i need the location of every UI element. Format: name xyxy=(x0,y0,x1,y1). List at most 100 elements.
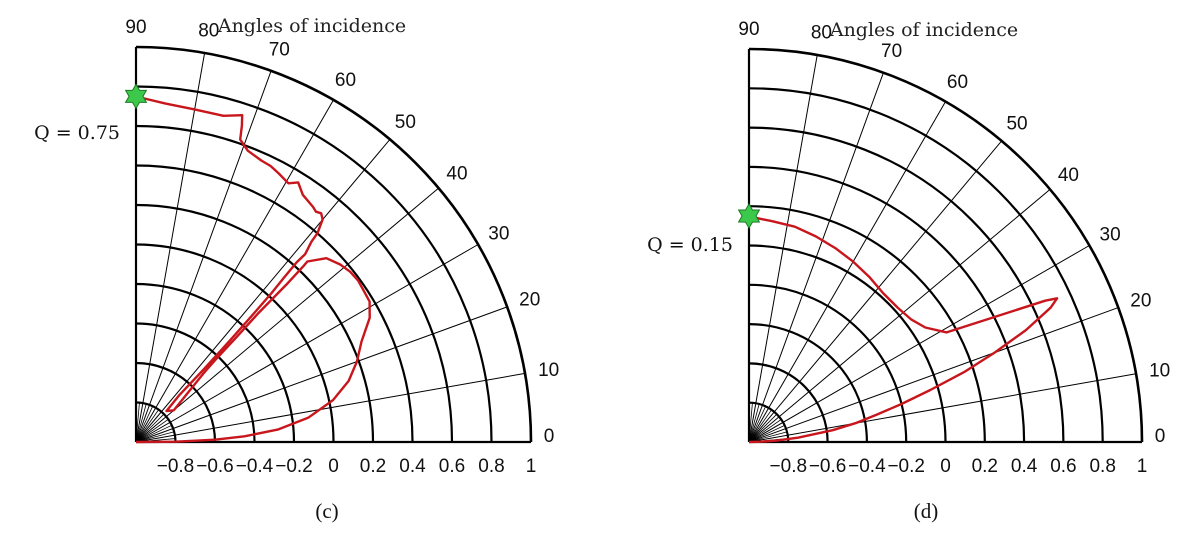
panel-label: (c) xyxy=(315,499,338,523)
radial-tick-label: −0.2 xyxy=(887,456,925,477)
angle-spoke xyxy=(748,140,1002,443)
angle-tick-label: 30 xyxy=(488,224,509,245)
radial-tick-label: 1 xyxy=(526,456,537,477)
grid-ring xyxy=(135,164,414,443)
angle-spoke xyxy=(135,306,508,443)
angle-tick-label: 80 xyxy=(198,20,219,41)
radial-tick-label: 0 xyxy=(940,456,951,477)
angle-spoke xyxy=(135,70,272,443)
angle-tick-label: 50 xyxy=(395,112,416,133)
series-line xyxy=(135,95,371,444)
radial-tick-label: 0.2 xyxy=(972,456,998,477)
angle-spoke-minor xyxy=(135,424,172,443)
angle-tick-label: 30 xyxy=(1100,225,1121,246)
angle-spoke-minor xyxy=(135,409,159,443)
angle-spoke-minor xyxy=(135,406,154,443)
angle-spoke-minor xyxy=(748,419,782,443)
grid-ring xyxy=(135,243,335,443)
angle-tick-label: 60 xyxy=(947,72,968,93)
angle-spoke xyxy=(748,373,1137,443)
grid-ring xyxy=(135,322,256,443)
angle-spoke xyxy=(748,72,884,443)
angle-spoke-minor xyxy=(748,402,753,443)
angle-tick-label: 90 xyxy=(738,19,759,40)
angle-spoke-minor xyxy=(748,425,785,443)
angle-tick-label: 20 xyxy=(519,290,540,311)
q-marker-star xyxy=(124,83,148,110)
angle-tick-label: 70 xyxy=(269,39,290,60)
q-label: Q = 0.75 xyxy=(34,122,120,144)
angle-tick-label: 70 xyxy=(881,41,902,62)
angle-spoke-minor xyxy=(748,409,772,443)
radial-tick-label: 0.6 xyxy=(439,456,465,477)
angle-spoke-minor xyxy=(748,406,766,443)
angle-tick-label: 40 xyxy=(1058,165,1079,186)
grid-ring xyxy=(748,283,908,443)
radial-tick-label: 0.4 xyxy=(1011,456,1038,477)
angle-spoke xyxy=(135,99,334,443)
angle-spoke-minor xyxy=(748,403,760,443)
angle-tick-label: 40 xyxy=(446,164,467,185)
grid-ring xyxy=(135,124,454,443)
grid-ring xyxy=(135,45,533,443)
angle-spoke xyxy=(135,139,391,443)
angle-tick-label: 0 xyxy=(1155,426,1166,447)
angle-spoke-minor xyxy=(135,419,169,443)
radial-tick-label: −0.4 xyxy=(848,456,886,477)
angle-tick-label: 20 xyxy=(1130,290,1151,311)
angle-spoke-minor xyxy=(135,403,147,443)
angle-tick-label: 0 xyxy=(544,426,555,447)
angle-spoke-minor xyxy=(135,413,165,443)
grid-ring xyxy=(748,126,1065,443)
radial-tick-label: −0.8 xyxy=(770,456,808,477)
angle-spoke xyxy=(748,101,946,443)
polar-chart-c: Angles of incidence0102030405060708090−0… xyxy=(34,15,559,523)
angle-spoke xyxy=(748,189,1051,443)
angle-spoke-minor xyxy=(135,402,140,443)
angle-spoke-minor xyxy=(748,431,788,443)
polar-chart-d: Angles of incidence0102030405060708090−0… xyxy=(647,19,1170,523)
radial-tick-label: 0 xyxy=(328,456,339,477)
radial-tick-label: −0.8 xyxy=(157,456,195,477)
grid-ring xyxy=(748,87,1104,443)
radial-tick-label: −0.4 xyxy=(236,456,274,477)
angle-spoke xyxy=(748,245,1090,443)
angle-spoke-minor xyxy=(748,413,778,443)
chart-title: Angles of incidence xyxy=(217,15,406,37)
angle-spoke xyxy=(135,52,206,443)
radial-tick-label: 0.6 xyxy=(1050,456,1076,477)
angle-spoke xyxy=(135,244,479,443)
panel-label: (d) xyxy=(914,499,939,523)
angle-spoke-minor xyxy=(135,431,175,443)
angle-tick-label: 80 xyxy=(811,22,832,43)
q-label: Q = 0.15 xyxy=(647,234,733,256)
grid-ring xyxy=(135,203,375,443)
angle-spoke xyxy=(135,372,526,443)
grid-ring xyxy=(748,323,868,443)
radial-tick-label: 0.2 xyxy=(360,456,386,477)
angle-tick-label: 60 xyxy=(335,70,356,91)
grid-ring xyxy=(135,85,493,443)
grid-ring xyxy=(748,165,1026,443)
radial-tick-label: −0.2 xyxy=(275,456,313,477)
radial-tick-label: 0.8 xyxy=(1089,456,1115,477)
grid-ring xyxy=(748,205,986,443)
angle-spoke xyxy=(748,54,818,443)
radial-tick-label: −0.6 xyxy=(809,456,847,477)
angle-tick-label: 90 xyxy=(125,17,146,38)
series-line xyxy=(748,214,1059,444)
radial-tick-label: 1 xyxy=(1137,456,1148,477)
angle-spoke xyxy=(748,307,1119,443)
grid-ring xyxy=(748,244,947,443)
q-marker-star xyxy=(737,203,761,229)
angle-spoke xyxy=(135,187,439,443)
chart-title: Angles of incidence xyxy=(829,19,1018,41)
grid-ring xyxy=(135,282,296,443)
angle-tick-label: 50 xyxy=(1006,114,1027,135)
angle-tick-label: 10 xyxy=(538,360,559,381)
grid-ring xyxy=(748,47,1144,443)
grid-ring xyxy=(748,362,829,443)
radial-tick-label: 0.8 xyxy=(478,456,504,477)
radial-tick-label: 0.4 xyxy=(399,456,426,477)
